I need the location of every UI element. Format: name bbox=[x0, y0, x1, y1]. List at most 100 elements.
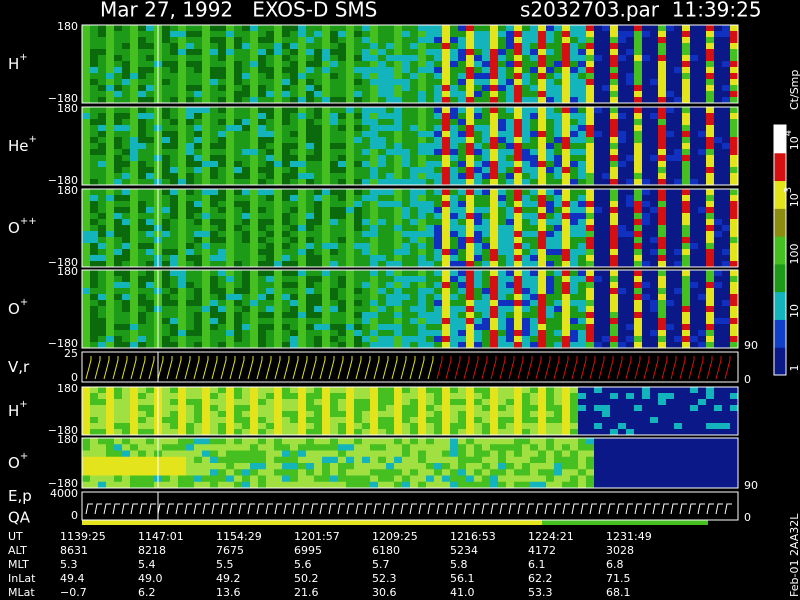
spectrogram-cell bbox=[330, 213, 338, 220]
spectrogram-cell bbox=[666, 155, 674, 162]
spectrogram-cell bbox=[338, 25, 346, 32]
spectrogram-cell bbox=[594, 342, 602, 349]
spectrogram-cell bbox=[202, 306, 210, 313]
spectrogram-cell bbox=[434, 282, 442, 289]
spectrogram-cell bbox=[562, 213, 570, 220]
spectrogram-cell bbox=[610, 61, 618, 68]
spectrogram-cell bbox=[186, 282, 194, 289]
spectrogram-cell bbox=[266, 213, 274, 220]
spectrogram-cell bbox=[442, 213, 450, 220]
spectrogram-cell bbox=[178, 155, 186, 162]
spectrogram-cell bbox=[90, 444, 98, 451]
spectrogram-cell bbox=[650, 91, 658, 98]
spectrogram-cell bbox=[626, 387, 634, 394]
spectrogram-cell bbox=[106, 179, 114, 186]
spectrogram-cell bbox=[410, 97, 418, 104]
spectrogram-cell bbox=[354, 143, 362, 150]
spectrogram-cell bbox=[634, 249, 642, 256]
spectrogram-cell bbox=[186, 49, 194, 56]
spectrogram-cell bbox=[522, 179, 530, 186]
spectrogram-cell bbox=[234, 276, 242, 283]
spectrogram-cell bbox=[626, 195, 634, 202]
spectrogram-cell bbox=[314, 411, 322, 418]
spectrogram-cell bbox=[362, 393, 370, 400]
spectrogram-cell bbox=[666, 43, 674, 50]
spectrogram-cell bbox=[642, 97, 650, 104]
spectrogram-cell bbox=[114, 294, 122, 301]
spectrogram-cell bbox=[722, 179, 730, 186]
spectrogram-cell bbox=[530, 405, 538, 412]
spectrogram-cell bbox=[378, 25, 386, 32]
spectrogram-cell bbox=[394, 417, 402, 424]
spectrogram-cell bbox=[562, 125, 570, 132]
spectrogram-cell bbox=[554, 231, 562, 238]
spectrogram-cell bbox=[370, 255, 378, 262]
spectrogram-cell bbox=[362, 173, 370, 180]
spectrogram-cell bbox=[570, 161, 578, 168]
spectrogram-cell bbox=[706, 67, 714, 74]
spectrogram-cell bbox=[194, 149, 202, 156]
spectrogram-cell bbox=[386, 167, 394, 174]
spectrogram-cell bbox=[434, 261, 442, 268]
spectrogram-cell bbox=[530, 207, 538, 214]
spectrogram-cell bbox=[618, 161, 626, 168]
spectrogram-cell bbox=[98, 155, 106, 162]
spectrogram-cell bbox=[442, 282, 450, 289]
spectrogram-cell bbox=[290, 255, 298, 262]
spectrogram-cell bbox=[250, 294, 258, 301]
spectrogram-cell bbox=[162, 243, 170, 250]
spectrogram-cell bbox=[202, 143, 210, 150]
spectrogram-cell bbox=[522, 43, 530, 50]
spectrogram-cell bbox=[442, 261, 450, 268]
spectrogram-cell bbox=[354, 219, 362, 226]
spectrogram-cell bbox=[394, 143, 402, 150]
spectrogram-cell bbox=[530, 237, 538, 244]
spectrogram-cell bbox=[82, 25, 90, 32]
spectrogram-cell bbox=[274, 195, 282, 202]
spectrogram-cell bbox=[346, 411, 354, 418]
spectrogram-cell bbox=[234, 213, 242, 220]
spectrogram-cell bbox=[610, 67, 618, 74]
spectrogram-cell bbox=[506, 282, 514, 289]
spectrogram-cell bbox=[674, 125, 682, 132]
spectrogram-cell bbox=[186, 405, 194, 412]
spectrogram-cell bbox=[106, 243, 114, 250]
spectrogram-cell bbox=[314, 300, 322, 307]
spectrogram-cell bbox=[138, 67, 146, 74]
spectrogram-cell bbox=[330, 342, 338, 349]
spectrogram-cell bbox=[306, 243, 314, 250]
spectrogram-cell bbox=[114, 31, 122, 38]
spectrogram-cell bbox=[330, 300, 338, 307]
spectrogram-cell bbox=[314, 294, 322, 301]
spectrogram-cell bbox=[642, 282, 650, 289]
spectrogram-cell bbox=[674, 119, 682, 126]
spectrogram-cell bbox=[282, 294, 290, 301]
spectrogram-cell bbox=[226, 261, 234, 268]
spectrogram-cell bbox=[98, 195, 106, 202]
spectrogram-cell bbox=[658, 225, 666, 232]
spectrogram-cell bbox=[210, 300, 218, 307]
spectrogram-cell bbox=[482, 342, 490, 349]
spectrogram-cell bbox=[114, 125, 122, 132]
spectrogram-cell bbox=[106, 270, 114, 277]
spectrogram-cell bbox=[618, 429, 626, 436]
spectrogram-cell bbox=[570, 423, 578, 430]
spectrogram-cell bbox=[618, 405, 626, 412]
spectrogram-cell bbox=[658, 282, 666, 289]
spectrogram-cell bbox=[450, 237, 458, 244]
spectrogram-cell bbox=[346, 55, 354, 62]
spectrogram-cell bbox=[114, 312, 122, 319]
spectrogram-cell bbox=[266, 288, 274, 295]
spectrogram-cell bbox=[98, 393, 106, 400]
spectrogram-cell bbox=[138, 444, 146, 451]
spectrogram-cell bbox=[274, 143, 282, 150]
spectrogram-cell bbox=[498, 97, 506, 104]
spectrogram-cell bbox=[98, 237, 106, 244]
spectrogram-cell bbox=[562, 149, 570, 156]
spectrogram-cell bbox=[402, 173, 410, 180]
spectrogram-cell bbox=[298, 67, 306, 74]
spectrogram-cell bbox=[266, 249, 274, 256]
spectrogram-cell bbox=[450, 55, 458, 62]
spectrogram-cell bbox=[210, 342, 218, 349]
spectrogram-cell bbox=[338, 131, 346, 138]
